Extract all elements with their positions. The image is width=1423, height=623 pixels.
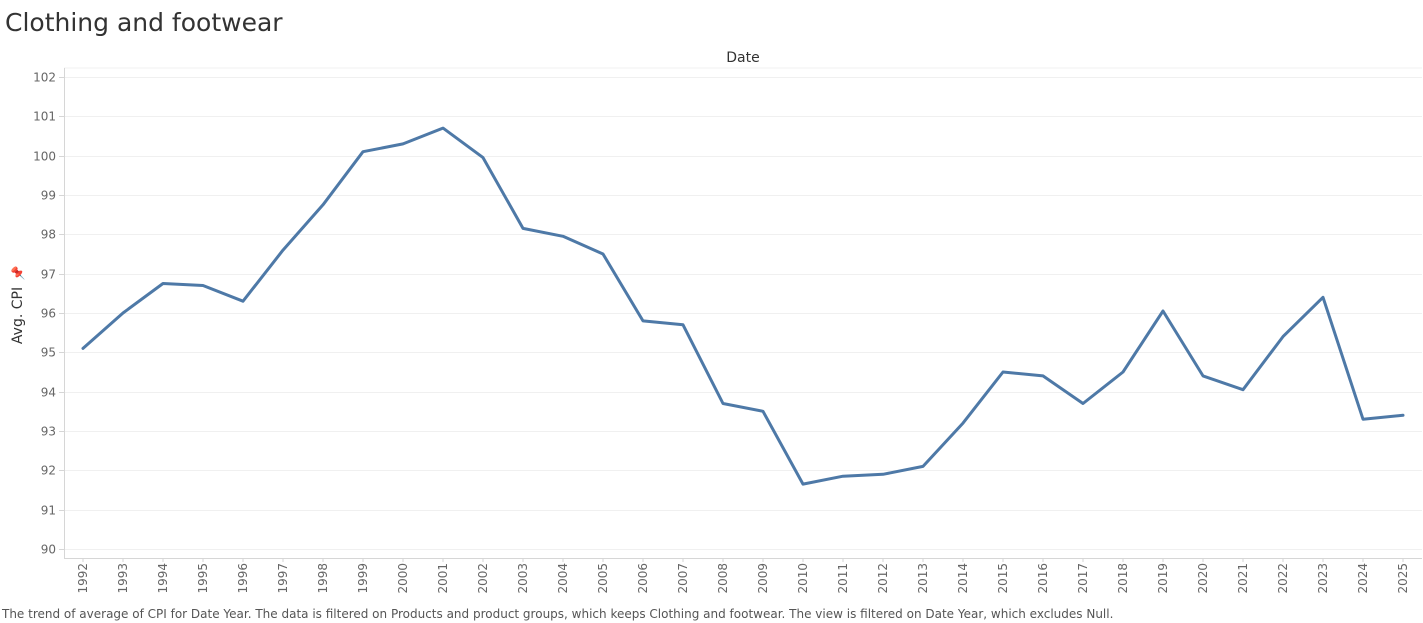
x-tick-label: 2010 [796,563,810,594]
x-tick-label: 2003 [516,563,530,594]
chart-title: Clothing and footwear [5,8,283,37]
data-point[interactable] [682,323,685,326]
x-axis-ticks: 1992 1993 1994 1995 1996 1997 1998 1999 2000 2001… [76,558,1410,594]
y-tick-label: 98 [41,228,56,242]
x-tick-label: 2000 [396,563,410,594]
x-tick-label: 2005 [596,563,610,594]
data-point[interactable] [1402,414,1405,417]
x-tick-label: 1996 [236,563,250,594]
x-tick-label: 2023 [1316,563,1330,594]
data-point[interactable] [922,465,925,468]
data-point[interactable] [1362,418,1365,421]
data-point[interactable] [962,422,965,425]
data-point[interactable] [1162,310,1165,313]
x-tick-label: 2015 [996,563,1010,594]
data-point[interactable] [322,203,325,206]
data-point[interactable] [202,284,205,287]
x-tick-label: 1993 [116,563,130,594]
x-tick-label: 2021 [1236,563,1250,594]
data-point[interactable] [1002,371,1005,374]
x-tick-label: 1994 [156,563,170,594]
x-tick-label: 2011 [836,563,850,594]
y-tick-label: 95 [41,346,56,360]
series-line[interactable] [81,126,1405,486]
x-axis-title: Date [726,50,760,66]
gridlines [64,77,1422,550]
x-tick-label: 2013 [916,563,930,594]
x-tick-label: 2008 [716,563,730,594]
x-tick-label: 2002 [476,563,490,594]
x-tick-label: 1992 [76,563,90,594]
data-point[interactable] [1282,335,1285,338]
data-point[interactable] [1322,296,1325,299]
data-point[interactable] [722,402,725,405]
series [81,126,1405,486]
data-point[interactable] [362,150,365,153]
data-point[interactable] [282,249,285,252]
x-tick-label: 2006 [636,563,650,594]
data-point[interactable] [82,347,85,350]
x-tick-label: 2022 [1276,563,1290,594]
data-point[interactable] [1202,374,1205,377]
data-point[interactable] [162,282,165,285]
data-point[interactable] [882,473,885,476]
x-tick-label: 2016 [1036,563,1050,594]
x-tick-label: 1995 [196,563,210,594]
y-tick-label: 90 [41,543,56,557]
data-point[interactable] [122,312,125,315]
x-tick-label: 2019 [1156,563,1170,594]
data-point[interactable] [762,410,765,413]
chart-caption: The trend of average of CPI for Date Yea… [2,607,1114,621]
x-tick-label: 2001 [436,563,450,594]
data-point[interactable] [1122,371,1125,374]
x-tick-label: 2018 [1116,563,1130,594]
y-tick-label: 101 [33,110,56,124]
y-tick-label: 97 [41,268,56,282]
data-point[interactable] [1042,374,1045,377]
y-tick-label: 102 [33,71,56,85]
x-tick-label: 1999 [356,563,370,594]
y-tick-label: 96 [41,307,56,321]
y-tick-label: 94 [41,386,56,400]
data-point[interactable] [562,235,565,238]
x-tick-label: 1998 [316,563,330,594]
data-point[interactable] [842,475,845,478]
data-point[interactable] [242,300,245,303]
data-point[interactable] [642,319,645,322]
data-point[interactable] [402,142,405,145]
y-tick-label: 99 [41,189,56,203]
x-tick-label: 2017 [1076,563,1090,594]
data-point[interactable] [802,483,805,486]
y-tick-label: 93 [41,425,56,439]
x-tick-label: 2007 [676,563,690,594]
x-tick-label: 2009 [756,563,770,594]
data-point[interactable] [602,253,605,256]
x-tick-label: 2020 [1196,563,1210,594]
data-point[interactable] [1242,388,1245,391]
data-point[interactable] [482,156,485,159]
y-axis-ticks: 90 91 92 93 94 95 96 97 98 99 100 101 102 [33,71,64,557]
x-tick-label: 2004 [556,563,570,594]
y-tick-label: 92 [41,464,56,478]
data-point[interactable] [522,227,525,230]
x-tick-label: 2014 [956,563,970,594]
y-tick-label: 100 [33,150,56,164]
y-tick-label: 91 [41,504,56,518]
x-tick-label: 1997 [276,563,290,594]
data-point[interactable] [442,127,445,130]
axes [64,67,1422,559]
x-tick-label: 2024 [1356,563,1370,594]
x-tick-label: 2025 [1396,563,1410,594]
data-point[interactable] [1082,402,1085,405]
x-tick-label: 2012 [876,563,890,594]
